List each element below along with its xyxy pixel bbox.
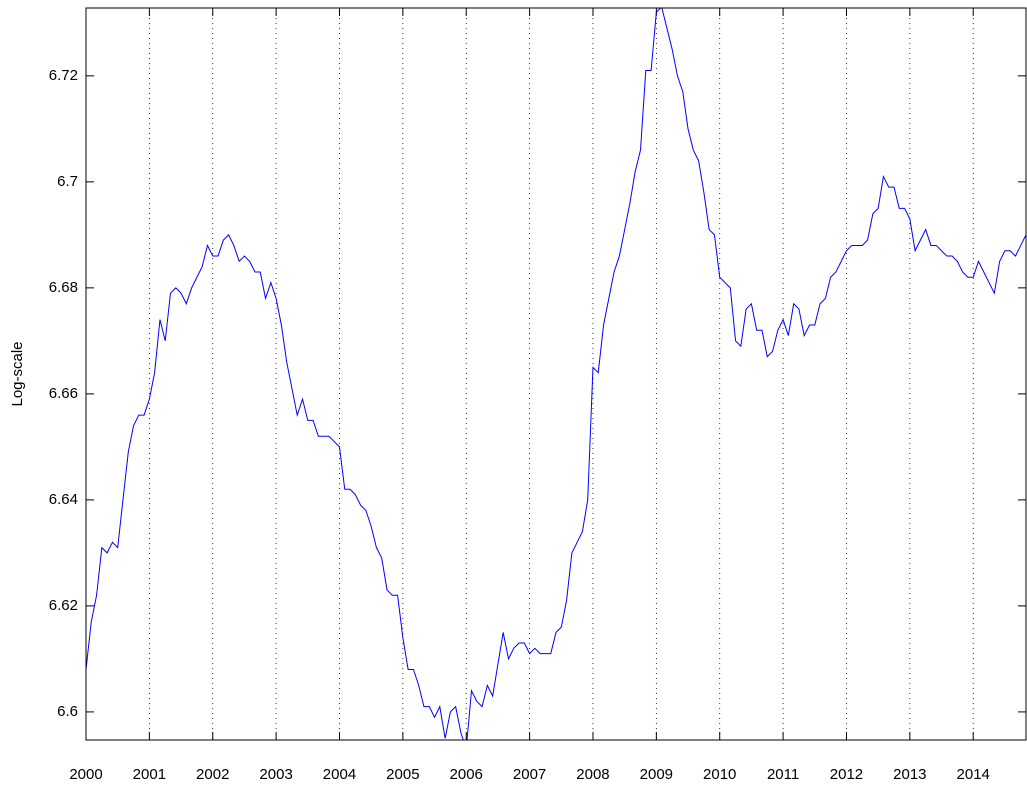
x-tick-label: 2014 <box>957 766 990 783</box>
x-tick-label: 2001 <box>133 766 166 783</box>
plot-frame <box>85 7 1027 741</box>
x-tick-label: 2008 <box>576 766 609 783</box>
x-tick-label: 2002 <box>196 766 229 783</box>
x-tick-label: 2009 <box>640 766 673 783</box>
x-tick-label: 2005 <box>386 766 419 783</box>
x-tick-label: 2010 <box>703 766 736 783</box>
y-axis-label: Log-scale <box>9 341 26 406</box>
y-tick-label: 6.6 <box>57 703 78 720</box>
x-tick-label: 2006 <box>450 766 483 783</box>
x-tick-label: 2012 <box>830 766 863 783</box>
x-tick-label: 2003 <box>259 766 292 783</box>
y-tick-label: 6.7 <box>57 173 78 190</box>
y-tick-label: 6.66 <box>49 385 78 402</box>
x-tick-label: 2007 <box>513 766 546 783</box>
y-tick-label: 6.68 <box>49 279 78 296</box>
x-tick-label: 2011 <box>767 766 799 783</box>
y-tick-label: 6.62 <box>49 597 78 614</box>
x-tick-label: 2004 <box>323 766 356 783</box>
y-tick-label: 6.72 <box>49 67 78 84</box>
data-line <box>86 8 1026 740</box>
x-tick-label: 2000 <box>69 766 102 783</box>
x-tick-label: 2013 <box>893 766 926 783</box>
y-tick-label: 6.64 <box>49 491 78 508</box>
